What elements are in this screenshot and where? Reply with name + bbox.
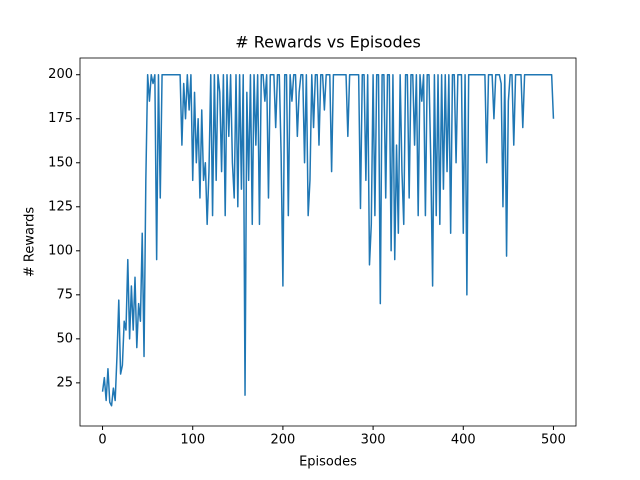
y-tick-label: 25 [56, 375, 73, 390]
y-tick-label: 50 [56, 331, 73, 346]
x-tick-label: 100 [180, 433, 205, 448]
line [101, 73, 555, 407]
plot-frame [79, 57, 577, 427]
y-tick-label: 125 [48, 199, 73, 214]
x-tick-label: 500 [541, 433, 566, 448]
y-tick-label: 200 [48, 67, 73, 82]
x-tick-label: 300 [361, 433, 386, 448]
y-tick-label: 100 [48, 243, 73, 258]
y-tick-label: 75 [56, 287, 73, 302]
y-tick-label: 175 [48, 111, 73, 126]
x-tick-label: 0 [98, 433, 106, 448]
y-axis-label: # Rewards [23, 207, 38, 277]
x-tick-label: 200 [270, 433, 295, 448]
chart-title: # Rewards vs Episodes [235, 33, 421, 52]
y-tick-label: 150 [48, 155, 73, 170]
x-tick-label: 400 [451, 433, 476, 448]
x-axis-label: Episodes [299, 455, 357, 470]
